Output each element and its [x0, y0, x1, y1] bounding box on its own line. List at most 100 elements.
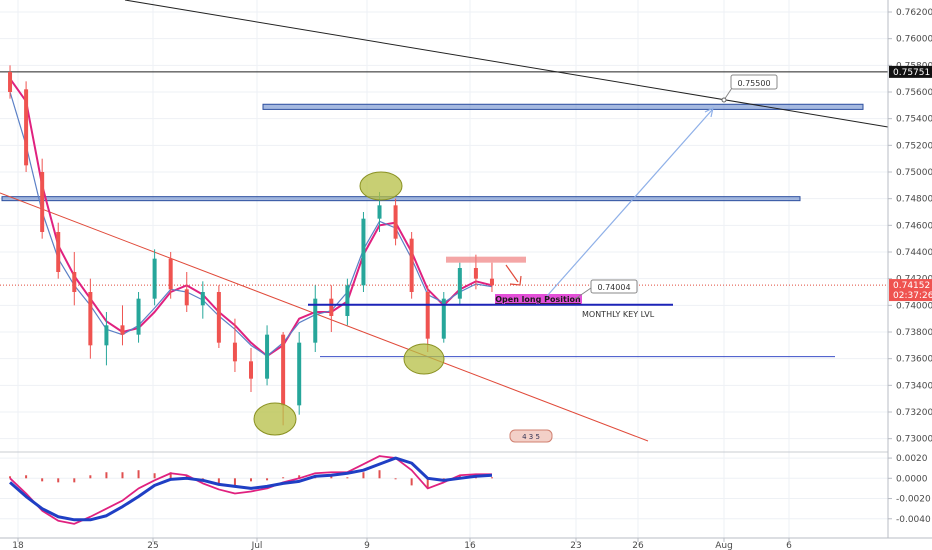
candle [168, 252, 173, 299]
price-axis-background [888, 0, 932, 550]
price-tick-label: 0.73200 [896, 408, 932, 418]
macd-pane [0, 451, 888, 525]
candle-body [88, 292, 93, 346]
candle-body [56, 232, 61, 272]
candle [40, 158, 45, 239]
top-line-price-text: 0.75751 [893, 68, 930, 78]
macd-histogram-bar [490, 477, 493, 479]
macd-histogram-bar [9, 476, 12, 479]
macd-histogram-bar [73, 478, 76, 483]
price-tick-label: 0.73000 [896, 435, 932, 445]
macd-tick-label: 0.0000 [896, 474, 928, 484]
highlight-ellipse [253, 402, 297, 436]
target-projection-arrowhead [704, 106, 714, 118]
candle [88, 278, 93, 359]
candle [24, 81, 29, 172]
candle [72, 252, 77, 306]
time-tick-label: 23 [570, 541, 581, 550]
price-tick-label: 0.74400 [896, 248, 932, 258]
monthly-key-level-label: MONTHLY KEY LVL [582, 310, 655, 319]
candle-body [249, 361, 253, 379]
candle-body [377, 205, 382, 219]
entry-callout-text: 0.74004 [597, 283, 630, 292]
candle-body [120, 325, 125, 335]
candle [216, 285, 221, 348]
target-callout-box [730, 74, 778, 90]
entry-callout-box [590, 279, 638, 294]
macd-tick-label: -0.0040 [896, 515, 931, 525]
pullback-arrow-head [509, 275, 522, 286]
candle-body [40, 172, 45, 232]
open-long-position-box [495, 294, 582, 304]
candle-body [72, 272, 77, 292]
candle-body [168, 258, 173, 290]
candle [393, 198, 398, 246]
macd-histogram-bar [137, 470, 140, 479]
price-tick-label: 0.73400 [896, 381, 932, 391]
candle [152, 249, 157, 306]
candle-body [489, 278, 494, 286]
local-resistance-box [446, 256, 526, 263]
ma-fast-line [9, 78, 493, 357]
price-tick-label: 0.75000 [896, 168, 932, 178]
resistance-zone-mid [1, 196, 801, 202]
price-tick-label: 0.74800 [896, 195, 932, 205]
events-marker-text: 4 3 5 [522, 433, 540, 441]
top-line-price-tag [889, 65, 932, 78]
candle [297, 332, 302, 415]
open-long-position-label: Open long Position [495, 295, 581, 304]
macd-histogram-bar [121, 472, 124, 479]
candle-body [8, 72, 13, 92]
price-tick-label: 0.73600 [896, 355, 932, 365]
macd-histogram-bar [250, 478, 252, 482]
candle [136, 292, 141, 343]
target-callout-text: 0.75500 [737, 79, 770, 88]
candle [361, 212, 366, 292]
macd-histogram-bar [233, 478, 236, 486]
macd-histogram-bar [426, 478, 429, 489]
price-tick-label: 0.75600 [896, 88, 932, 98]
resistance-zone-top [262, 103, 864, 110]
price-tick-label: 0.76200 [896, 8, 932, 18]
last-price-tag [889, 279, 932, 302]
candle-body [345, 285, 350, 316]
macd-histogram-bar [57, 478, 60, 483]
target-point-marker [721, 97, 727, 103]
time-tick-label: Aug [715, 541, 733, 550]
pullback-arrow-line [505, 264, 519, 283]
highlight-ellipse [403, 343, 445, 375]
highlight-ellipse [359, 171, 403, 201]
time-tick-label: Jul [251, 541, 263, 550]
entry-callout-leader [574, 287, 592, 300]
macd-signal-line [9, 455, 492, 525]
time-tick-label: 16 [464, 541, 476, 550]
price-tick-label: 0.73800 [896, 328, 932, 338]
candle [249, 348, 253, 392]
price-tick-label: 0.74600 [896, 221, 932, 231]
target-projection-line [546, 109, 713, 297]
candle-body [297, 342, 302, 406]
macd-histogram-bar [394, 478, 397, 480]
candles [8, 65, 494, 426]
last-price-text: 0.74152 [893, 281, 930, 291]
candle-body [184, 289, 189, 306]
candle-body [265, 334, 270, 379]
candle [345, 278, 350, 326]
macd-line [9, 456, 493, 522]
macd-histogram-bar [185, 475, 188, 479]
candle [184, 272, 189, 312]
countdown-text: 02:37:26 [893, 291, 932, 301]
candle-body [457, 268, 462, 299]
descending-trendline-red [0, 192, 649, 442]
candle-body [393, 205, 398, 239]
macd-histogram-bar [378, 470, 381, 479]
macd-tick-label: 0.0020 [896, 454, 928, 464]
macd-histogram-bar [282, 477, 285, 479]
candle [200, 281, 205, 319]
candle [457, 262, 462, 306]
candle [489, 262, 494, 292]
time-tick-label: 18 [12, 541, 24, 550]
candle-body [216, 292, 221, 343]
